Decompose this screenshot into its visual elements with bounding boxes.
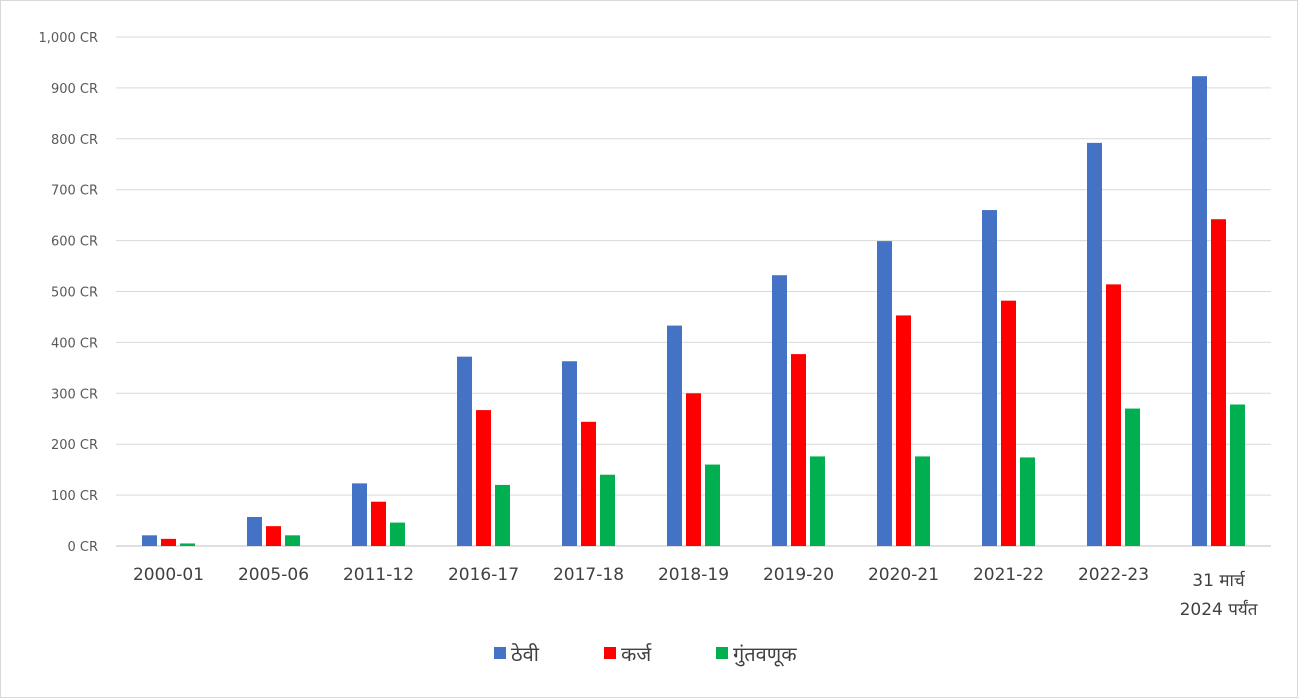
y-tick-label: 900 CR [51, 82, 98, 97]
bar-investments [180, 543, 195, 546]
legend-swatch [604, 647, 616, 659]
y-tick-label: 400 CR [51, 336, 98, 351]
bar-deposits [457, 356, 472, 546]
bar-deposits [352, 483, 367, 546]
x-tick-label: 31 मार्च 2024 पर्यंत [1180, 570, 1258, 620]
y-tick-label: 600 CR [51, 235, 98, 250]
x-tick-label: 2020-21 [868, 565, 939, 585]
bar-investments [1020, 457, 1035, 546]
x-tick-label: 2019-20 [763, 565, 834, 585]
bar-loans [791, 354, 806, 546]
bar-loans [896, 315, 911, 546]
bar-deposits [562, 361, 577, 546]
bar-deposits [1087, 142, 1102, 546]
y-tick-label: 500 CR [51, 286, 98, 301]
x-tick-label: 2018-19 [658, 565, 729, 585]
bar-loans [476, 410, 491, 546]
bar-deposits [1192, 76, 1207, 547]
x-axis-ticks: 2000-01 2005-06 2011-12 2016-17 2017-18 2018-… [133, 565, 1258, 620]
x-tick-label: 2017-18 [553, 565, 624, 585]
bar-deposits [667, 325, 682, 546]
x-tick-label: 2022-23 [1078, 565, 1149, 585]
gridlines [116, 36, 1271, 547]
bar-loans [371, 501, 386, 546]
x-tick-label: 2021-22 [973, 565, 1044, 585]
bar-investments [285, 535, 300, 546]
x-tick-label: 2016-17 [448, 565, 519, 585]
bar-deposits [877, 241, 892, 546]
y-tick-label: 1,000 CR [39, 31, 98, 46]
bar-deposits [142, 535, 157, 546]
bar-loans [161, 538, 176, 546]
bar-investments [600, 474, 615, 546]
y-tick-label: 0 CR [67, 540, 98, 555]
bar-loans [1106, 284, 1121, 546]
bar-investments [705, 464, 720, 546]
y-tick-label: 100 CR [51, 489, 98, 504]
y-tick-label: 200 CR [51, 438, 98, 453]
bar-investments [915, 456, 930, 546]
x-tick-label: 2011-12 [343, 565, 414, 585]
legend-swatch [494, 647, 506, 659]
y-tick-label: 700 CR [51, 184, 98, 199]
legend: ठेवी कर्ज गुंतवणूक [494, 642, 797, 667]
bar-deposits [982, 210, 997, 546]
bar-deposits [772, 275, 787, 546]
legend-label: ठेवी [511, 642, 540, 666]
bar-loans [1001, 300, 1016, 546]
y-tick-label: 300 CR [51, 387, 98, 402]
y-axis-ticks: 0 CR 100 CR 200 CR 300 CR 400 CR 500 CR 600 CR… [39, 31, 98, 555]
bar-loans [686, 393, 701, 546]
legend-label: गुंतवणूक [733, 642, 797, 667]
bar-investments [390, 522, 405, 546]
bar-investments [1230, 404, 1245, 546]
bar-loans [1211, 219, 1226, 547]
x-tick-label: 2005-06 [238, 565, 309, 585]
bar-loans [581, 421, 596, 546]
y-tick-label: 800 CR [51, 133, 98, 148]
bar-investments [495, 484, 510, 546]
bar-investments [1125, 408, 1140, 546]
x-tick-label: 2000-01 [133, 565, 204, 585]
bar-loans [266, 526, 281, 546]
bar-investments [810, 456, 825, 546]
legend-label: कर्ज [621, 642, 652, 666]
legend-swatch [716, 647, 728, 659]
bars [142, 76, 1245, 547]
bar-deposits [247, 516, 262, 546]
